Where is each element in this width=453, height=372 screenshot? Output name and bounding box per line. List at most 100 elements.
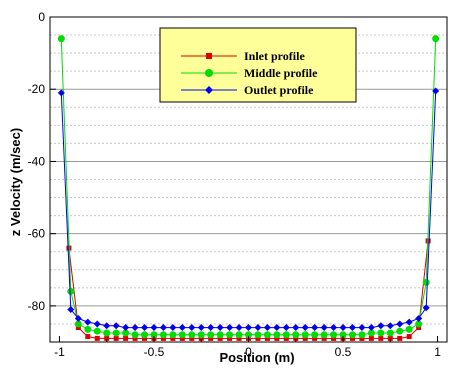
data-point [150, 331, 158, 339]
data-point [273, 331, 281, 339]
legend-item-middle: Middle profile [181, 66, 318, 80]
data-point [94, 335, 100, 341]
legend-label-outlet: Outlet profile [244, 83, 314, 97]
legend-marker-inlet [206, 53, 212, 59]
data-point [263, 331, 271, 339]
data-point [67, 306, 75, 313]
x-tick-label: 0.5 [335, 345, 352, 359]
x-axis-title: Position (m) [219, 350, 294, 365]
x-tick-label: -0.5 [144, 345, 165, 359]
data-point [405, 325, 413, 333]
data-point [311, 331, 319, 339]
data-point [358, 324, 366, 332]
data-point [254, 324, 262, 332]
data-point [159, 324, 167, 332]
data-point [377, 329, 385, 337]
data-point [75, 325, 81, 331]
data-point [198, 335, 204, 341]
data-point [415, 320, 423, 328]
data-point [292, 324, 300, 332]
data-point [312, 335, 318, 341]
legend-marker-middle [205, 69, 213, 77]
data-point [207, 324, 215, 332]
data-point [282, 331, 290, 339]
data-point [432, 35, 440, 43]
data-point [217, 335, 223, 341]
data-point [368, 335, 374, 341]
data-point [189, 335, 195, 341]
data-point [378, 335, 384, 341]
data-point [207, 331, 215, 339]
data-point [131, 331, 139, 339]
data-point [387, 335, 393, 341]
data-point [84, 325, 92, 333]
y-tick-label: 0 [38, 10, 45, 24]
data-point [122, 329, 130, 337]
data-point [216, 331, 224, 339]
data-point [406, 334, 412, 340]
data-point [159, 331, 167, 339]
data-point [405, 318, 413, 326]
data-point [84, 318, 92, 326]
data-point [273, 324, 281, 332]
x-tick-label: 1 [434, 345, 441, 359]
data-point [93, 327, 101, 335]
data-point [188, 324, 196, 332]
data-point [339, 324, 347, 332]
legend: Inlet profile Middle profile Outlet prof… [159, 27, 357, 103]
data-point [178, 331, 186, 339]
data-point [103, 329, 111, 337]
data-point [264, 335, 270, 341]
data-point [74, 315, 82, 323]
data-point [415, 315, 423, 323]
axis-ticks: -1 -0.5 0 0.5 1 0 -20 -40 -60 -80 [28, 10, 442, 359]
data-point [170, 335, 176, 341]
data-point [422, 278, 430, 286]
data-point [292, 331, 300, 339]
legend-marker-outlet [205, 86, 213, 94]
x-tick-label: 0 [245, 345, 252, 359]
data-point [302, 335, 308, 341]
data-point [113, 335, 119, 341]
data-point [397, 335, 403, 341]
data-point [320, 331, 328, 339]
data-point [274, 335, 280, 341]
data-point [169, 324, 177, 332]
data-point [132, 335, 138, 341]
data-point [235, 331, 243, 339]
data-point [282, 324, 290, 332]
data-point [348, 324, 356, 332]
data-point [330, 331, 338, 339]
data-point [179, 335, 185, 341]
data-point [104, 335, 110, 341]
data-point [321, 335, 327, 341]
data-point [150, 324, 158, 332]
x-tick-label: -1 [54, 345, 65, 359]
data-point [169, 331, 177, 339]
data-point [358, 331, 366, 339]
data-point [416, 325, 422, 331]
data-point [216, 324, 224, 332]
data-point [131, 324, 139, 332]
y-tick-label: -40 [28, 154, 46, 168]
data-point [386, 322, 394, 330]
y-tick-label: -60 [28, 227, 46, 241]
y-axis-title: z Velocity (m/sec) [8, 128, 23, 236]
data-point [85, 334, 91, 340]
grid-lines [50, 34, 447, 325]
data-point [348, 331, 356, 339]
data-point [160, 335, 166, 341]
data-point [263, 324, 271, 332]
data-point [141, 324, 149, 332]
data-point [255, 335, 261, 341]
data-point [236, 335, 242, 341]
data-point [74, 320, 82, 328]
data-point [235, 324, 243, 332]
legend-box [159, 27, 357, 103]
legend-item-inlet: Inlet profile [181, 49, 305, 63]
data-point [339, 331, 347, 339]
data-point [422, 304, 430, 312]
data-point [197, 324, 205, 332]
data-point [142, 335, 148, 341]
data-point [330, 324, 338, 332]
